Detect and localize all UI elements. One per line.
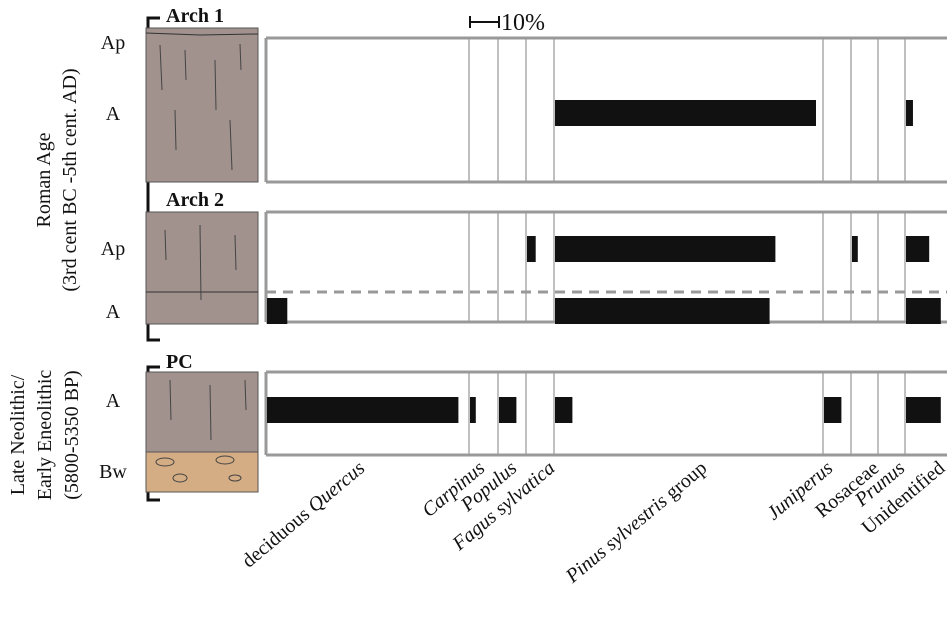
bar [555, 397, 572, 423]
period-label: Late Neolithic/ [7, 374, 29, 495]
horizon-label: Ap [101, 32, 125, 54]
bar [555, 298, 770, 324]
bar [906, 298, 941, 324]
horizon-label: A [106, 103, 121, 125]
profile-name: Arch 1 [166, 5, 224, 27]
scale-label: 10% [501, 10, 545, 36]
horizon-label: Bw [99, 461, 127, 483]
bar [906, 397, 941, 423]
taxon-label-part: Pinus sylvestris [561, 490, 672, 588]
bar [527, 236, 536, 262]
scale-bar [470, 16, 499, 28]
bar [824, 397, 841, 423]
bar [267, 298, 287, 324]
bar [906, 236, 929, 262]
bar [267, 397, 458, 423]
soil-column [146, 28, 258, 182]
horizon-label: Ap [101, 238, 125, 260]
bar [555, 236, 775, 262]
period-label: (3rd cent BC -5th cent. AD) [59, 68, 81, 291]
soil-column [146, 372, 258, 452]
period-label: (5800-5350 BP) [61, 370, 83, 499]
bar [499, 397, 516, 423]
bar [852, 236, 858, 262]
soil-column [146, 212, 258, 324]
bar [906, 100, 913, 126]
horizon-label: A [106, 390, 121, 412]
profile-name: Arch 2 [166, 189, 224, 211]
taxon-label-part: deciduous [238, 500, 318, 572]
taxon-label-part: Quercus [304, 457, 370, 517]
bar [555, 100, 816, 126]
period-label: Early Eneolithic [34, 370, 56, 501]
chart: 10% Roman Age(3rd cent BC -5th cent. AD) L… [0, 0, 947, 644]
period-label: Roman Age [33, 132, 55, 227]
soil-profiles [146, 28, 258, 492]
horizon-label: A [106, 301, 121, 323]
taxon-label-part: group [657, 457, 711, 507]
profile-name: PC [166, 351, 193, 373]
bar [470, 397, 476, 423]
taxon-label: Pinus sylvestris group [561, 457, 711, 588]
